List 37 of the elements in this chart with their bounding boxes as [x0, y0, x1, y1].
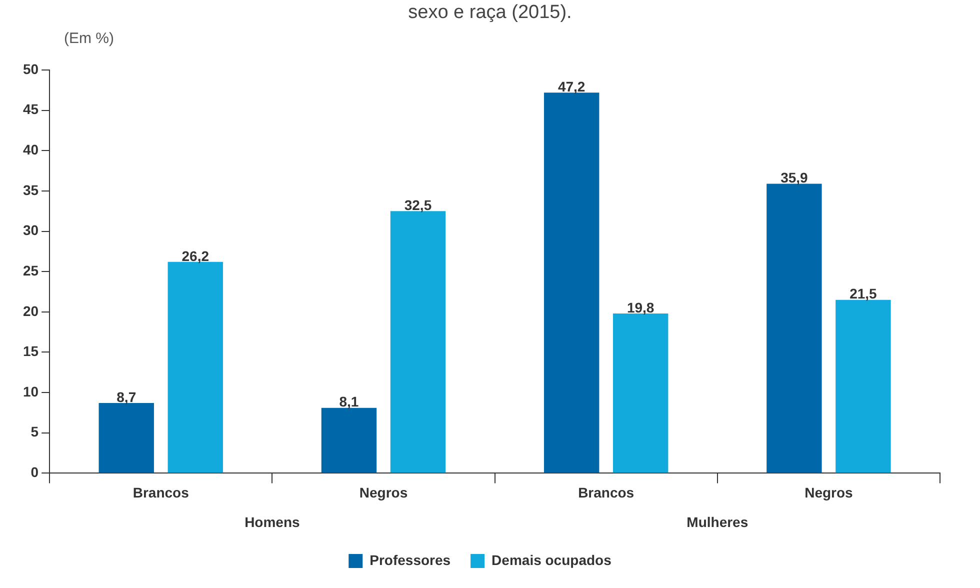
- data-label: 21,5: [850, 286, 878, 302]
- bar: [390, 211, 446, 473]
- data-label: 26,2: [182, 248, 210, 264]
- x-tick-label: Negros: [804, 484, 854, 500]
- y-axis-title: (Em %): [64, 30, 114, 47]
- y-tick-label: 35: [22, 182, 39, 198]
- text: Mulheres: [686, 514, 748, 530]
- y-tick-label: 45: [22, 101, 39, 118]
- y-tick-label: 10: [22, 383, 39, 400]
- y-tick-label: 5: [30, 424, 39, 440]
- data-label: 47,2: [558, 78, 586, 94]
- bar: [168, 262, 223, 473]
- data-label: 8,1: [339, 394, 359, 410]
- bar: [544, 92, 600, 473]
- bar: [321, 408, 377, 473]
- x-tick-label: Brancos: [132, 484, 190, 500]
- y-tick-label: 0: [30, 464, 39, 480]
- bar: [98, 403, 154, 473]
- y-tick-label: 20: [22, 302, 39, 319]
- y-tick-label: 30: [22, 222, 39, 238]
- data-label: 19,8: [626, 299, 654, 316]
- x-tick-label: Negros: [359, 484, 408, 500]
- x-tick-label: Brancos: [578, 484, 634, 500]
- y-tick-label: 40: [22, 142, 39, 158]
- data-label: 35,9: [780, 170, 808, 186]
- data-label: 32,5: [404, 196, 432, 213]
- text: Homens: [244, 514, 300, 530]
- y-tick-label: 50: [22, 60, 39, 77]
- y-tick-label: 15: [22, 343, 39, 360]
- legend-label: Demais ocupados: [492, 552, 612, 568]
- bar: [766, 184, 822, 473]
- bar: [836, 300, 891, 473]
- legend-label: Professores: [370, 552, 451, 568]
- y-tick-label: 25: [22, 262, 39, 278]
- data-label: 8,7: [116, 388, 136, 405]
- chart-title: sexo e raça (2015).: [407, 2, 573, 24]
- bar: [612, 314, 668, 473]
